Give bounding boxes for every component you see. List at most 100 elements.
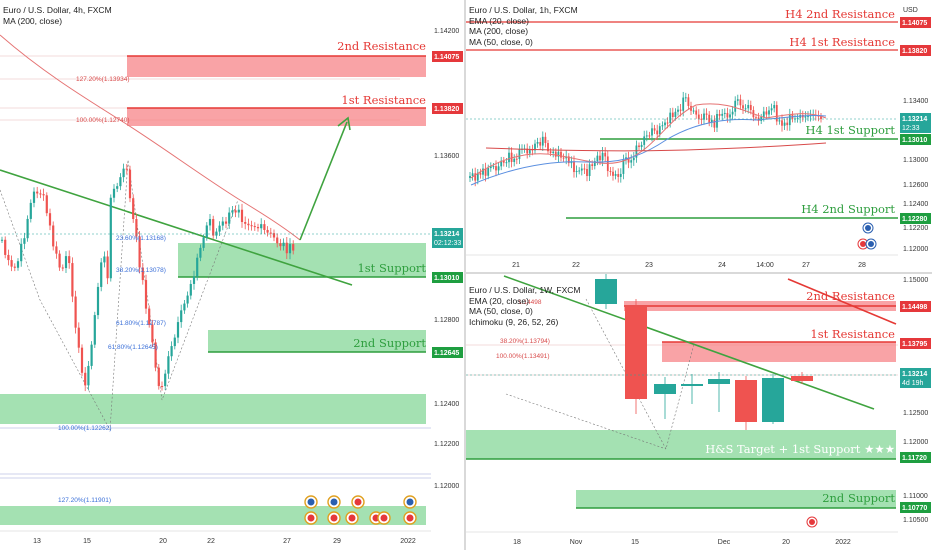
fib-382-w: 38.20%(1.13794)	[500, 338, 550, 345]
zone-1st-resistance[interactable]	[127, 108, 426, 126]
candle	[593, 161, 596, 167]
chart-1w[interactable]: 2nd Resistance 1st Resistance H&S Target…	[466, 274, 932, 550]
legend-1w: Euro / U.S. Dollar, 1W, FXCM EMA (20, cl…	[469, 285, 580, 327]
candle	[762, 111, 765, 117]
candle	[682, 97, 685, 111]
candle	[705, 113, 708, 115]
chart-title-1w: Euro / U.S. Dollar, 1W, FXCM	[469, 285, 581, 295]
price-tag-s2: 1.12645	[434, 350, 459, 357]
projection-arrow[interactable]	[299, 121, 348, 241]
trendline-w[interactable]	[503, 275, 875, 410]
pane-1h[interactable]: H4 2nd Resistance H4 1st Resistance H4 1…	[466, 0, 932, 272]
candle	[170, 346, 173, 357]
label-2nd-resistance-w: 2nd Resistance	[806, 289, 895, 303]
candle	[591, 164, 594, 167]
candle	[617, 174, 620, 177]
candle	[74, 296, 77, 328]
bar-countdown: 4d 19h	[902, 380, 924, 387]
economic-event-icons[interactable]	[304, 495, 417, 525]
zone-hs-target[interactable]	[466, 430, 896, 459]
time-tick: 18	[513, 539, 521, 546]
fib-127-up: 127.20%(1.13934)	[76, 76, 130, 83]
candle	[796, 117, 799, 119]
ma-200-line	[0, 34, 301, 241]
trendline[interactable]	[0, 169, 353, 286]
price-tick: 1.12400	[434, 401, 459, 408]
candle	[731, 111, 734, 115]
price-tick: 1.11000	[903, 493, 928, 500]
currency-label[interactable]: USD	[903, 7, 918, 14]
candle	[144, 280, 148, 309]
economic-event-icons[interactable]	[857, 222, 877, 250]
candle	[508, 152, 510, 163]
candle	[469, 175, 471, 178]
indicator-ma200: MA (200, close)	[3, 15, 63, 26]
candle	[562, 157, 565, 159]
candle	[703, 113, 705, 120]
candle	[687, 97, 690, 106]
candle	[580, 168, 583, 171]
time-tick: 15	[83, 538, 91, 545]
fib-level-w: 1.14498	[518, 299, 542, 306]
candle	[167, 356, 170, 374]
candle	[760, 116, 763, 121]
candle	[202, 237, 205, 248]
event-flag-icon	[330, 498, 338, 506]
price-tag-r1: 1.13795	[902, 341, 927, 348]
candle	[183, 303, 186, 311]
ma-200-line-1h	[485, 142, 827, 152]
pane-divider-vertical[interactable]	[464, 0, 466, 550]
candle	[708, 379, 730, 384]
fib-100-down: 100.00%(1.12262)	[58, 425, 112, 432]
economic-event-icons[interactable]	[806, 516, 818, 528]
candle	[266, 229, 269, 233]
candle	[234, 210, 237, 213]
price-axis-4h[interactable]: 1.14200 1.13600 1.12800 1.12400 1.12200 …	[431, 0, 464, 550]
candle	[528, 149, 531, 154]
candle	[7, 254, 10, 261]
price-tick: 1.15000	[903, 277, 928, 284]
candle	[679, 109, 682, 111]
candle	[285, 242, 288, 254]
candle	[684, 97, 687, 99]
candle	[781, 120, 783, 126]
zone-bottom-support[interactable]	[0, 394, 426, 424]
zone-1st-support[interactable]	[178, 243, 426, 277]
event-flag-icon	[307, 514, 315, 522]
candle	[157, 367, 160, 387]
candle	[32, 191, 36, 203]
candle	[292, 244, 295, 251]
candle	[228, 212, 231, 224]
candle	[103, 256, 106, 263]
zone-2nd-resistance[interactable]	[127, 56, 426, 77]
zone-2nd-support[interactable]	[576, 490, 896, 508]
time-tick: 14:00	[756, 262, 774, 269]
zone-2nd-support[interactable]	[208, 330, 426, 352]
candle	[552, 151, 555, 154]
price-tick: 1.12600	[903, 182, 928, 189]
zone-1st-resistance[interactable]	[662, 342, 896, 362]
candle	[653, 128, 656, 131]
candle	[90, 344, 93, 366]
candle	[765, 111, 768, 115]
candle	[132, 198, 135, 220]
trendline-red[interactable]	[787, 278, 897, 325]
candle	[192, 276, 196, 284]
candle	[783, 122, 786, 126]
price-tick: 1.13600	[434, 153, 459, 160]
fib-618b: 61.80%(1.12645)	[108, 344, 158, 351]
candle	[269, 232, 272, 234]
pane-1w[interactable]: 2nd Resistance 1st Resistance H&S Target…	[466, 274, 932, 550]
candle	[692, 110, 695, 112]
chart-4h[interactable]: 2nd Resistance 1st Resistance 1st Suppor…	[0, 0, 431, 550]
price-tick: 1.12500	[903, 410, 928, 417]
candle	[804, 116, 807, 118]
pane-4h[interactable]: 2nd Resistance 1st Resistance 1st Suppor…	[0, 0, 431, 550]
zone-lowest-support[interactable]	[0, 506, 426, 525]
candle	[253, 226, 256, 228]
chart-1h[interactable]: H4 2nd Resistance H4 1st Resistance H4 1…	[466, 0, 932, 272]
candle	[29, 202, 32, 219]
candle	[189, 283, 192, 296]
pane-divider-horizontal[interactable]	[466, 272, 932, 274]
chart-title-1h: Euro / U.S. Dollar, 1h, FXCM	[469, 5, 578, 15]
